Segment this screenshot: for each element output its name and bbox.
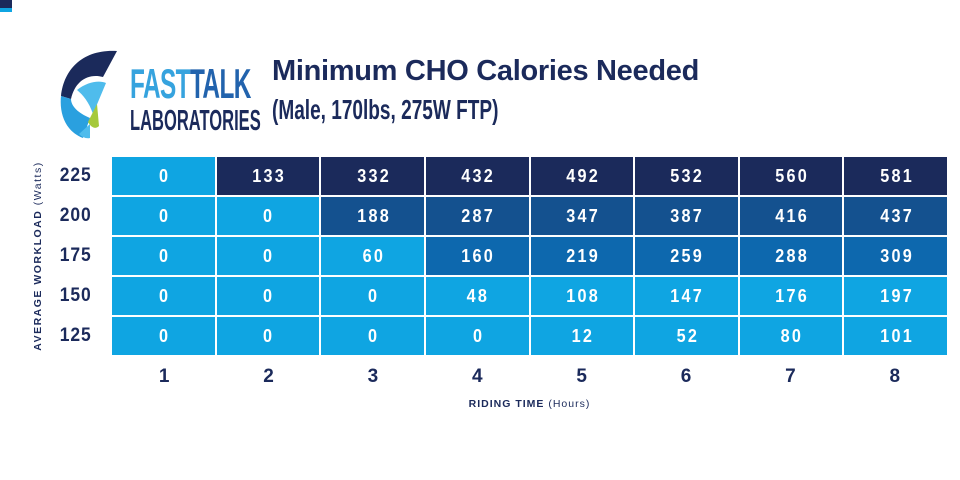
heatmap-cell-150w-2h: 0 <box>216 277 320 315</box>
heatmap-cell-125w-7h: 80 <box>739 317 843 355</box>
heatmap-cell-150w-8h: 197 <box>844 277 947 315</box>
col-label-8: 8 <box>889 366 901 387</box>
heatmap-cell-125w-5h: 12 <box>530 317 634 355</box>
heatmap-cell-175w-4h: 160 <box>425 237 529 275</box>
heatmap-cell-150w-4h: 48 <box>425 277 529 315</box>
heatmap-cell-125w-6h: 52 <box>635 317 738 355</box>
heatmap-cell-200w-8h: 437 <box>844 197 947 235</box>
heatmap-cell-125w-1h: 0 <box>112 317 215 355</box>
heatmap-cell-175w-7h: 288 <box>739 237 843 275</box>
col-labels: 1 2 3 4 5 6 7 8 <box>112 366 947 388</box>
col-label-1: 1 <box>158 366 170 387</box>
corner-artifact-icon <box>0 0 12 12</box>
x-axis-label-unit: (Hours) <box>544 398 591 410</box>
heatmap-cell-125w-3h: 0 <box>321 317 424 355</box>
wordmark-talk: TALK <box>189 60 251 107</box>
x-axis-label: RIDING TIME (Hours) <box>112 398 947 410</box>
heatmap-cell-150w-7h: 176 <box>739 277 843 315</box>
header: Minimum CHO Calories Needed (Male, 170lb… <box>272 55 699 125</box>
row-label-200: 200 <box>60 205 92 226</box>
page-subtitle: (Male, 170lbs, 275W FTP) <box>272 94 499 126</box>
heatmap-cell-175w-8h: 309 <box>844 237 947 275</box>
heatmap-cell-175w-1h: 0 <box>112 237 215 275</box>
col-label-7: 7 <box>785 366 796 387</box>
heatmap-cell-175w-5h: 219 <box>530 237 634 275</box>
col-label-5: 5 <box>576 366 587 387</box>
x-axis-label-bold: RIDING TIME <box>468 398 545 410</box>
row-label-150: 150 <box>60 285 92 306</box>
wordmark-laboratories: LABORATORIES <box>130 105 261 137</box>
fasttalk-swoosh-icon <box>60 50 117 139</box>
col-label-4: 4 <box>472 366 483 387</box>
row-label-125: 125 <box>60 325 92 346</box>
heatmap-cell-200w-4h: 287 <box>425 197 529 235</box>
col-label-2: 2 <box>263 366 274 387</box>
heatmap-cell-200w-2h: 0 <box>216 197 320 235</box>
col-label-6: 6 <box>680 366 692 387</box>
heatmap-cell-200w-3h: 188 <box>321 197 424 235</box>
heatmap-cell-225w-5h: 492 <box>530 157 634 195</box>
wordmark-fasttalk: FASTTALK <box>130 63 251 105</box>
row-label-175: 175 <box>60 245 92 266</box>
heatmap-table: 0 133 332 432 492 532 560 581 0 0 188 287 347 387 416 4… <box>112 157 947 355</box>
fasttalk-logo: FASTTALK LABORATORIES <box>57 46 261 142</box>
heatmap-cell-225w-2h: 133 <box>216 157 320 195</box>
heatmap-cell-200w-5h: 347 <box>530 197 634 235</box>
heatmap-cell-150w-3h: 0 <box>321 277 424 315</box>
row-label-225: 225 <box>60 165 92 186</box>
row-labels: 225 200 175 150 125 <box>34 157 92 355</box>
col-label-3: 3 <box>367 366 379 387</box>
heatmap-cell-150w-1h: 0 <box>112 277 215 315</box>
heatmap-cell-225w-4h: 432 <box>425 157 529 195</box>
heatmap-cell-225w-8h: 581 <box>844 157 947 195</box>
wordmark-fast: FAST <box>130 60 191 107</box>
heatmap-cell-175w-2h: 0 <box>216 237 320 275</box>
page-title: Minimum CHO Calories Needed <box>272 55 699 87</box>
heatmap-cell-225w-6h: 532 <box>635 157 738 195</box>
heatmap-cell-125w-8h: 101 <box>844 317 947 355</box>
heatmap-cell-175w-6h: 259 <box>635 237 738 275</box>
heatmap-cell-200w-1h: 0 <box>112 197 215 235</box>
heatmap-cell-225w-3h: 332 <box>321 157 424 195</box>
heatmap-cell-225w-7h: 560 <box>739 157 843 195</box>
heatmap-cell-125w-4h: 0 <box>425 317 529 355</box>
heatmap-cell-200w-7h: 416 <box>739 197 843 235</box>
heatmap-cell-125w-2h: 0 <box>216 317 320 355</box>
heatmap-cell-200w-6h: 387 <box>635 197 738 235</box>
heatmap-cell-150w-5h: 108 <box>530 277 634 315</box>
heatmap-cell-175w-3h: 60 <box>321 237 424 275</box>
heatmap-cell-225w-1h: 0 <box>112 157 215 195</box>
heatmap-cell-150w-6h: 147 <box>635 277 738 315</box>
